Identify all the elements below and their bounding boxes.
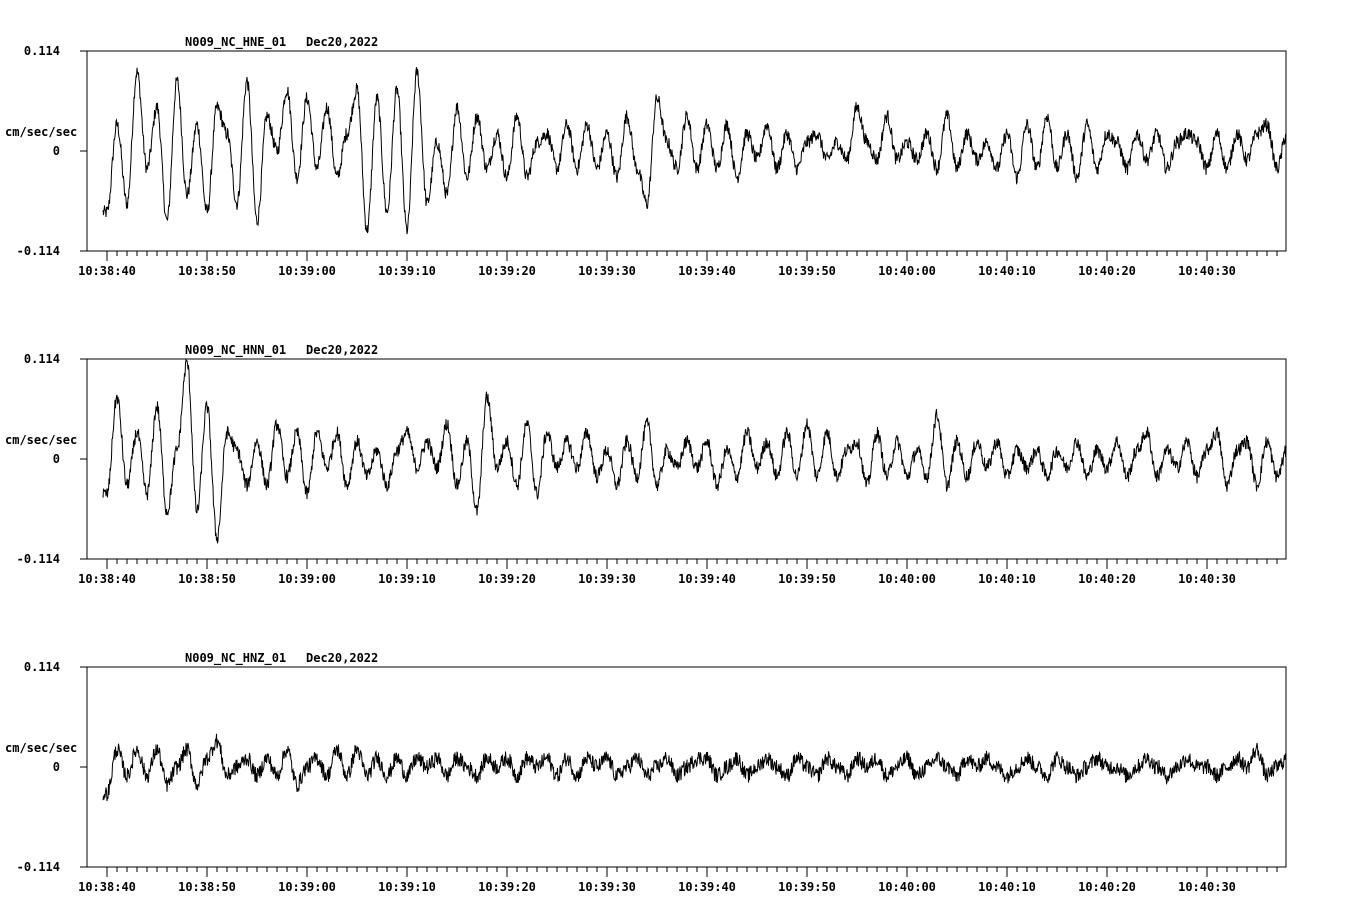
x-tick-label: 10:40:00 [878, 880, 936, 894]
x-tick-label: 10:38:40 [78, 880, 136, 894]
x-tick-label: 10:40:30 [1178, 264, 1236, 278]
x-tick-label: 10:39:00 [278, 880, 336, 894]
x-tick-label: 10:39:10 [378, 264, 436, 278]
station-label: N009_NC_HNZ_01 [185, 651, 286, 666]
x-tick-label: 10:39:50 [778, 572, 836, 586]
y-tick-label: 0 [53, 144, 60, 158]
y-axis-label: cm/sec/sec [5, 433, 77, 447]
x-tick-label: 10:40:10 [978, 880, 1036, 894]
y-tick-label: -0.114 [17, 552, 60, 566]
date-label: Dec20,2022 [306, 35, 378, 49]
x-tick-label: 10:39:30 [578, 264, 636, 278]
plot-frame [86, 358, 1287, 560]
x-tick-label: 10:38:50 [178, 264, 236, 278]
x-tick-label: 10:39:10 [378, 572, 436, 586]
y-tick-label: -0.114 [17, 860, 60, 874]
panel-2: N009_NC_HNN_01 Dec20,2022 cm/sec/sec 0.114 0… [5, 343, 1287, 586]
x-tick-label: 10:39:20 [478, 264, 536, 278]
station-label: N009_NC_HNE_01 [185, 35, 286, 50]
x-tick-label: 10:39:40 [678, 880, 736, 894]
date-label: Dec20,2022 [306, 651, 378, 665]
x-tick-label: 10:39:20 [478, 572, 536, 586]
x-tick-label: 10:40:20 [1078, 880, 1136, 894]
x-tick-label: 10:39:00 [278, 572, 336, 586]
x-tick-label: 10:39:40 [678, 264, 736, 278]
x-tick-label: 10:39:20 [478, 880, 536, 894]
x-tick-label: 10:40:20 [1078, 264, 1136, 278]
station-label: N009_NC_HNN_01 [185, 343, 286, 358]
x-tick-label: 10:39:00 [278, 264, 336, 278]
y-tick-label: 0.114 [24, 352, 60, 366]
x-tick-label: 10:40:30 [1178, 880, 1236, 894]
waveform-trace [102, 733, 1287, 802]
y-tick-label: -0.114 [17, 244, 60, 258]
y-tick-label: 0 [53, 760, 60, 774]
waveform-trace [102, 67, 1287, 235]
x-tick-label: 10:38:40 [78, 264, 136, 278]
x-tick-label: 10:39:40 [678, 572, 736, 586]
date-label: Dec20,2022 [306, 343, 378, 357]
waveform-trace [102, 357, 1287, 544]
x-tick-label: 10:38:50 [178, 880, 236, 894]
x-tick-label: 10:40:30 [1178, 572, 1236, 586]
y-tick-label: 0.114 [24, 44, 60, 58]
x-tick-label: 10:39:50 [778, 880, 836, 894]
y-tick-label: 0 [53, 452, 60, 466]
y-axis-label: cm/sec/sec [5, 125, 77, 139]
y-tick-label: 0.114 [24, 660, 60, 674]
x-tick-label: 10:39:50 [778, 264, 836, 278]
x-tick-label: 10:39:30 [578, 572, 636, 586]
plot-frame [86, 50, 1287, 252]
x-tick-label: 10:38:40 [78, 572, 136, 586]
panel-3: N009_NC_HNZ_01 Dec20,2022 cm/sec/sec 0.114 0… [5, 651, 1287, 894]
x-tick-label: 10:39:10 [378, 880, 436, 894]
x-tick-label: 10:38:50 [178, 572, 236, 586]
x-tick-label: 10:40:10 [978, 264, 1036, 278]
x-tick-label: 10:40:00 [878, 572, 936, 586]
x-tick-label: 10:40:10 [978, 572, 1036, 586]
x-tick-label: 10:40:00 [878, 264, 936, 278]
x-tick-label: 10:40:20 [1078, 572, 1136, 586]
x-tick-label: 10:39:30 [578, 880, 636, 894]
panel-1: N009_NC_HNE_01 Dec20,2022 cm/sec/sec 0.114 0… [5, 35, 1287, 278]
y-axis-label: cm/sec/sec [5, 741, 77, 755]
